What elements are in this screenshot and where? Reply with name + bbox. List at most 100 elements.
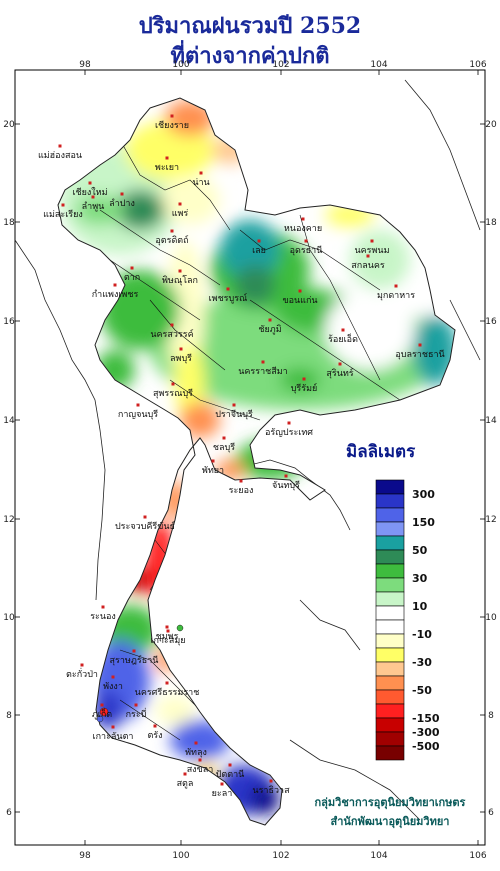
- station-marker: [61, 203, 65, 207]
- station-marker: [130, 266, 134, 270]
- neighbor-coastlines: [14, 79, 481, 821]
- city-label: นครพนม: [354, 246, 389, 256]
- lon-tick-label-top: 100: [172, 60, 189, 70]
- station-marker: [111, 675, 115, 679]
- station-marker: [58, 144, 62, 148]
- city-label: ยะลา: [212, 789, 233, 799]
- lat-tick-label-left: 12: [3, 515, 14, 525]
- station-marker: [199, 171, 203, 175]
- legend-swatch: [375, 633, 405, 649]
- station-marker: [370, 239, 374, 243]
- station-marker: [179, 347, 183, 351]
- station-marker: [165, 681, 169, 685]
- legend-swatch: [375, 479, 405, 495]
- legend-swatch: [375, 507, 405, 523]
- station-marker: [178, 269, 182, 273]
- lat-tick-label-left: 8: [6, 711, 12, 721]
- city-label: จันทบุรี: [272, 480, 300, 491]
- legend-label: -500: [412, 740, 440, 753]
- station-marker: [91, 195, 95, 199]
- lat-tick-label-left: 10: [3, 613, 15, 623]
- station-marker: [269, 779, 273, 783]
- city-label: ชุมพร: [156, 632, 179, 642]
- city-label: อุบลราชธานี: [395, 349, 444, 360]
- station-marker: [220, 782, 224, 786]
- lat-tick-label-right: 12: [485, 515, 496, 525]
- city-label: เพชรบูรณ์: [209, 292, 248, 304]
- province-boundaries: [99, 139, 401, 741]
- station-marker: [198, 758, 202, 762]
- city-label: สุรินทร์: [326, 367, 353, 379]
- station-marker: [268, 318, 272, 322]
- city-label: สตูล: [177, 779, 194, 789]
- map-subtitle: ที่ต่างจากค่าปกติ: [170, 43, 330, 69]
- credit-line-1: กลุ่มวิชาการอุตุนิยมวิทยาเกษตร: [314, 796, 466, 809]
- station-marker: [166, 629, 170, 633]
- city-label: อุตรดิตถ์: [155, 234, 188, 246]
- lat-tick-label-left: 20: [3, 120, 15, 130]
- station-marker: [101, 605, 105, 609]
- legend-label: 30: [412, 572, 428, 585]
- city-label: ร้อยเอ็ด: [328, 332, 358, 345]
- station-marker: [171, 382, 175, 386]
- station-marker: [418, 343, 422, 347]
- station-marker: [111, 725, 115, 729]
- city-label: นครราชสีมา: [238, 366, 287, 377]
- city-label: ปัตตานี: [216, 769, 245, 780]
- city-label: พังงา: [103, 682, 123, 692]
- map-title: ปริมาณฝนรวมปี 2552: [138, 13, 362, 39]
- legend-label: -50: [412, 684, 432, 697]
- city-label: สุราษฎร์ธานี: [110, 654, 159, 666]
- station-marker: [143, 515, 147, 519]
- lon-tick-label-bot: 106: [469, 851, 486, 861]
- legend-swatch: [375, 703, 405, 719]
- lon-tick-label-bot: 98: [79, 851, 91, 861]
- lat-tick-label-right: 10: [485, 613, 497, 623]
- lon-tick-label-bot: 102: [272, 851, 289, 861]
- station-marker: [304, 239, 308, 243]
- station-marker: [228, 763, 232, 767]
- station-marker: [132, 649, 136, 653]
- city-label: พะเยา: [155, 163, 179, 173]
- lon-tick-label-top: 98: [79, 60, 91, 70]
- legend-swatch: [375, 605, 405, 621]
- station-marker: [239, 479, 243, 483]
- city-label: แม่ฮ่องสอน: [38, 151, 82, 161]
- legend-swatch: [375, 731, 405, 747]
- station-marker: [120, 192, 124, 196]
- legend-swatch: [375, 563, 405, 579]
- legend-swatch: [375, 521, 405, 537]
- lat-tick-label-left: 6: [6, 808, 12, 818]
- city-label: ปราจีนบุรี: [215, 409, 253, 420]
- city-label: พิษณุโลก: [162, 275, 198, 286]
- station-marker: [366, 254, 370, 258]
- city-label: ลพบุรี: [170, 353, 192, 364]
- lat-tick-label-left: 14: [3, 416, 15, 426]
- legend-swatch: [375, 675, 405, 691]
- lat-tick-label-left: 16: [3, 317, 15, 327]
- city-label: กระบี่: [126, 707, 147, 720]
- legend-swatch: [375, 535, 405, 551]
- city-label: บุรีรัมย์: [291, 382, 318, 394]
- station-marker: [170, 114, 174, 118]
- legend-label: -150: [412, 712, 440, 725]
- city-label: กาญจนบุรี: [118, 409, 158, 420]
- city-label: สุพรรณบุรี: [153, 388, 193, 399]
- legend-label: 150: [412, 516, 435, 529]
- station-marker: [298, 289, 302, 293]
- city-label: พัทลุง: [185, 748, 207, 758]
- lat-tick-label-right: 14: [485, 416, 497, 426]
- city-label: อรัญประเทศ: [265, 428, 313, 438]
- station-marker: [170, 323, 174, 327]
- legend-label: 50: [412, 544, 428, 557]
- station-marker: [226, 287, 230, 291]
- station-marker: [338, 362, 342, 366]
- station-marker: [100, 703, 104, 707]
- lon-tick-label-bot: 100: [172, 851, 189, 861]
- islands: [96, 624, 184, 723]
- station-marker: [194, 741, 198, 745]
- station-marker: [136, 403, 140, 407]
- lon-tick-label-bot: 104: [370, 851, 387, 861]
